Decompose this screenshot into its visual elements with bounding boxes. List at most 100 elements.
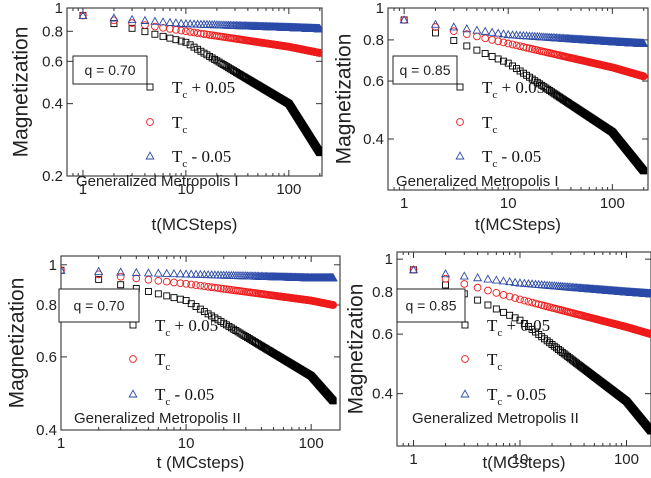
data-point-circle xyxy=(214,284,222,292)
series-triangle xyxy=(399,15,648,47)
chart-panel-4: 1 10 100 0.4 0.6 0.8 1 t(MCsteps) Magnetization q… xyxy=(345,251,651,472)
data-point-triangle xyxy=(449,22,459,31)
x-tick-label: 10 xyxy=(178,181,195,198)
data-point-square xyxy=(432,29,439,37)
q-value-label: q = 0.85 xyxy=(400,62,451,78)
q-value-label: q = 0.70 xyxy=(74,298,125,314)
data-point-triangle xyxy=(440,269,451,278)
data-point-circle xyxy=(159,23,167,32)
series-triangle xyxy=(61,265,338,282)
legend-label: Tc + 0.05 xyxy=(155,316,218,339)
data-point-triangle xyxy=(181,19,191,28)
legend-marker-square xyxy=(146,83,154,91)
y-tick-label: 0.8 xyxy=(372,284,393,301)
data-point-triangle xyxy=(175,269,185,278)
data-point-circle xyxy=(219,284,228,293)
data-point-square xyxy=(640,167,648,175)
data-point-circle xyxy=(182,27,190,36)
data-point-square xyxy=(177,37,185,45)
data-point-circle xyxy=(499,38,508,47)
data-point-triangle xyxy=(131,267,141,276)
legend-label: Tc xyxy=(172,113,187,136)
data-point-circle xyxy=(441,274,450,283)
series-circle xyxy=(79,11,322,57)
legend-entry: Tc + 0.05 xyxy=(129,316,218,339)
x-tick-label: 10 xyxy=(512,451,529,468)
legend-entry: Tc xyxy=(456,113,497,136)
data-point-triangle xyxy=(328,273,338,282)
q-value-label: q = 0.85 xyxy=(406,298,457,314)
x-tick-label: 10 xyxy=(500,195,517,212)
data-point-triangle xyxy=(639,38,648,47)
legend-marker-square xyxy=(461,321,469,329)
data-point-square xyxy=(128,24,136,32)
q-value-label: q = 0.70 xyxy=(85,62,136,78)
data-point-triangle xyxy=(515,278,525,287)
data-point-circle xyxy=(329,301,338,309)
legend-marker-square xyxy=(129,321,137,329)
data-point-circle xyxy=(217,284,225,293)
data-point-circle xyxy=(499,291,508,299)
data-point-triangle xyxy=(78,10,88,20)
data-point-square xyxy=(481,50,489,58)
data-point-triangle xyxy=(153,268,163,277)
data-point-square xyxy=(200,308,208,316)
data-point-circle xyxy=(449,27,458,36)
legend-entry: Tc - 0.05 xyxy=(455,147,541,170)
x-axis-label: t (MCsteps) xyxy=(157,453,245,472)
data-point-triangle xyxy=(503,29,513,39)
data-point-circle xyxy=(203,30,211,39)
data-point-square xyxy=(463,42,471,50)
data-point-triangle xyxy=(646,289,651,298)
data-point-square xyxy=(182,38,190,46)
data-point-circle xyxy=(116,272,125,281)
data-point-circle xyxy=(200,282,209,291)
data-point-square xyxy=(513,65,520,73)
x-tick-label: 1 xyxy=(409,451,417,468)
y-tick-label: 0.8 xyxy=(363,32,384,49)
q-value-box xyxy=(392,55,458,85)
data-point-circle xyxy=(187,280,196,289)
data-point-triangle xyxy=(480,26,490,35)
data-point-circle xyxy=(144,275,153,284)
data-point-triangle xyxy=(487,27,497,36)
data-point-circle xyxy=(520,296,529,305)
data-point-circle xyxy=(537,301,546,309)
series-triangle xyxy=(78,10,322,33)
y-axis-label: Magnetization xyxy=(6,278,29,409)
data-point-triangle xyxy=(143,268,153,277)
data-point-circle xyxy=(222,285,231,294)
y-axis-label: Magnetization xyxy=(10,27,33,158)
data-point-triangle xyxy=(510,277,520,286)
y-tick-label: 0.4 xyxy=(42,96,63,113)
data-point-triangle xyxy=(498,276,509,285)
y-tick-label: 0.6 xyxy=(42,53,63,70)
legend-entry: Tc xyxy=(461,350,502,373)
data-layer xyxy=(78,10,322,157)
data-point-triangle xyxy=(150,16,160,25)
chart-panel-2: 1 10 100 0.4 0.6 0.8 1 t(MCSteps) Magnetization q… xyxy=(333,0,649,234)
data-point-circle xyxy=(481,34,489,43)
plot-frame xyxy=(60,255,341,431)
legend-entry: Tc - 0.05 xyxy=(128,385,214,408)
x-tick-label: 1 xyxy=(57,435,65,452)
legend-label: Tc xyxy=(487,350,502,373)
legend-marker-square xyxy=(456,83,464,91)
data-point-circle xyxy=(132,274,141,283)
data-point-triangle xyxy=(94,266,104,275)
legend-entry: Tc + 0.05 xyxy=(461,316,550,339)
y-tick-label: 0.6 xyxy=(363,73,384,90)
data-point-square xyxy=(544,85,552,93)
y-axis-label: Magnetization xyxy=(333,34,356,165)
plot-frame xyxy=(66,7,323,177)
data-point-square xyxy=(484,301,492,309)
data-point-circle xyxy=(639,72,648,81)
data-point-circle xyxy=(196,281,205,290)
q-value-box xyxy=(58,288,140,323)
y-tick-label: 0.4 xyxy=(363,131,384,148)
legend-label: Tc + 0.05 xyxy=(487,316,550,339)
data-point-circle xyxy=(162,277,171,286)
data-point-triangle xyxy=(165,17,175,26)
legend-entry: Tc xyxy=(146,113,187,136)
data-point-square xyxy=(190,43,198,51)
